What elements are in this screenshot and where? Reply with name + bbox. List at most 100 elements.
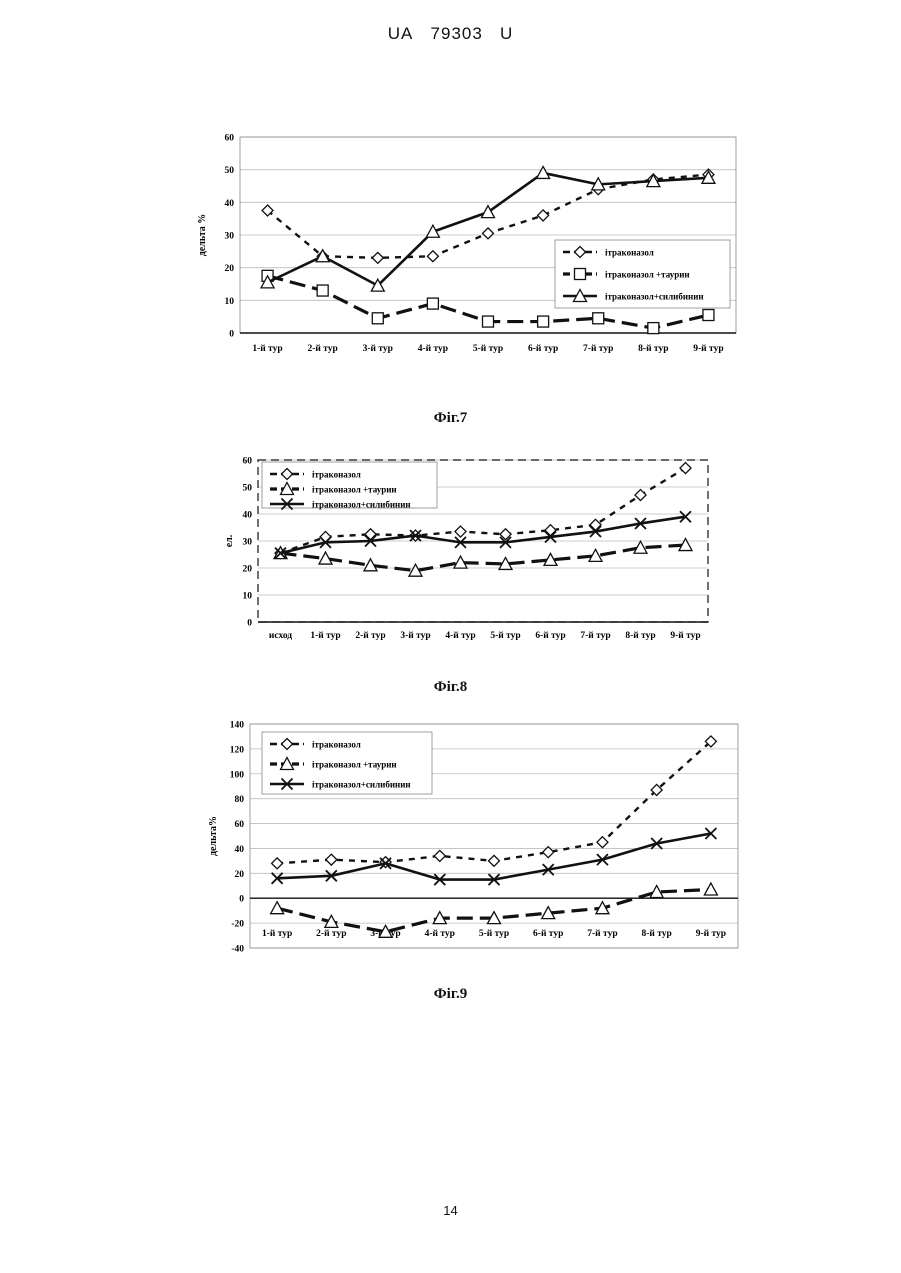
x-tick-label: 1-й тур (252, 343, 282, 354)
y-tick-label: 30 (225, 232, 235, 242)
series-line (281, 545, 686, 571)
y-tick-label: 80 (235, 795, 245, 805)
x-tick-label: 8-й тур (641, 928, 671, 939)
y-tick-label: 50 (225, 166, 235, 176)
y-tick-label: 10 (243, 592, 253, 602)
legend-label: ітраконазол +таурин (312, 760, 397, 770)
data-point (648, 323, 659, 334)
y-tick-label: 20 (225, 264, 235, 274)
series-3 (275, 511, 691, 558)
x-tick-label: 2-й тур (307, 343, 337, 354)
legend-label: ітраконазол (312, 470, 361, 480)
header-doc: UA (388, 24, 414, 43)
data-point (372, 313, 383, 324)
data-point (483, 228, 494, 239)
y-axis-label: дельта % (197, 214, 208, 257)
y-tick-label: 60 (243, 457, 253, 467)
y-tick-label: 10 (225, 297, 235, 307)
data-point (680, 463, 691, 474)
data-point (434, 850, 445, 861)
x-tick-label: 9-й тур (670, 630, 700, 641)
x-tick-label: 5-й тур (490, 630, 520, 641)
legend-label: ітраконазол +таурин (605, 270, 690, 280)
data-point (538, 316, 549, 327)
x-tick-label: 9-й тур (693, 343, 723, 354)
y-tick-label: 40 (225, 199, 235, 209)
page-number: 14 (0, 1203, 901, 1218)
x-tick-label: 4-й тур (418, 343, 448, 354)
data-point (427, 298, 438, 309)
data-point (635, 490, 646, 501)
y-tick-label: 40 (235, 845, 245, 855)
y-axis-label: дельта% (208, 816, 219, 856)
data-point (483, 316, 494, 327)
x-tick-label: 1-й тур (262, 928, 292, 939)
y-tick-label: 60 (235, 820, 245, 830)
x-tick-label: 8-й тур (638, 343, 668, 354)
data-point (538, 210, 549, 221)
chart-fig7: 0 10 20 30 40 50 60 1-й тур 2-й тур 3-й тур 4-й ту… (0, 125, 901, 375)
data-point (537, 166, 550, 178)
x-tick-label: 3-й тур (400, 630, 430, 641)
y-tick-label: 60 (225, 134, 235, 144)
x-tick-label: 6-й тур (533, 928, 563, 939)
x-tick-label: 7-й тур (580, 630, 610, 641)
header-kind: U (500, 24, 513, 43)
figure-caption-7: Фіг.7 (0, 410, 901, 427)
series-2 (274, 539, 692, 577)
x-tick-label: 2-й тур (316, 928, 346, 939)
figure-caption-9: Фіг.9 (0, 986, 901, 1003)
y-tick-label: -40 (231, 945, 244, 955)
y-axis-label: ел. (224, 534, 235, 547)
y-tick-label: 30 (243, 538, 253, 548)
data-point (372, 252, 383, 263)
header-number: 79303 (431, 24, 483, 43)
legend-label: ітраконазол+силибинин (312, 780, 411, 790)
x-tick-label: 2-й тур (355, 630, 385, 641)
x-tick-label: 5-й тур (473, 343, 503, 354)
legend-marker (575, 269, 586, 280)
x-tick-label: 3-й тур (363, 343, 393, 354)
y-tick-label: 0 (239, 895, 244, 905)
x-tick-label: 7-й тур (587, 928, 617, 939)
data-point (272, 858, 283, 869)
x-tick-label: 4-й тур (445, 630, 475, 641)
y-tick-label: 20 (235, 870, 245, 880)
legend: ітраконазол ітраконазол +таурин ітраконазо… (555, 240, 730, 308)
chart-fig9: -40-200204060801001201401-й тур2-й тур3-… (0, 712, 901, 952)
legend: ітраконазол ітраконазол +таурин ітраконазо… (262, 462, 437, 510)
x-tick-label: 5-й тур (479, 928, 509, 939)
document-header: UA 79303 U (0, 24, 901, 44)
data-point (326, 854, 337, 865)
x-tick-label: 6-й тур (535, 630, 565, 641)
y-tick-label: 140 (230, 721, 245, 731)
figure-caption-8: Фіг.8 (0, 679, 901, 696)
legend-label: ітраконазол (605, 248, 654, 258)
legend: ітраконазолітраконазол +тауринітраконазо… (262, 732, 432, 794)
y-tick-label: 120 (230, 745, 245, 755)
x-tick-label: исход (269, 631, 292, 641)
legend-label: ітраконазол +таурин (312, 485, 397, 495)
chart-fig8: 0102030405060исход1-й тур2-й тур3-й тур4… (0, 450, 901, 650)
data-point (455, 526, 466, 537)
y-tick-label: 20 (243, 565, 253, 575)
legend-label: ітраконазол+силибинин (312, 500, 411, 510)
data-point (704, 883, 717, 895)
y-tick-label: 50 (243, 484, 253, 494)
data-point (427, 251, 438, 262)
legend-label: ітраконазол+силибинин (605, 292, 704, 302)
y-tick-label: 40 (243, 511, 253, 521)
x-tick-label: 4-й тур (425, 928, 455, 939)
y-tick-label: -20 (231, 920, 244, 930)
data-point (489, 855, 500, 866)
x-tick-label: 1-й тур (310, 630, 340, 641)
x-tick-label: 9-й тур (696, 928, 726, 939)
data-point (597, 837, 608, 848)
x-tick-label: 8-й тур (625, 630, 655, 641)
data-point (703, 310, 714, 321)
y-tick-label: 0 (229, 330, 234, 340)
data-point (593, 313, 604, 324)
y-tick-label: 100 (230, 770, 245, 780)
x-tick-label: 6-й тур (528, 343, 558, 354)
data-point (317, 285, 328, 296)
